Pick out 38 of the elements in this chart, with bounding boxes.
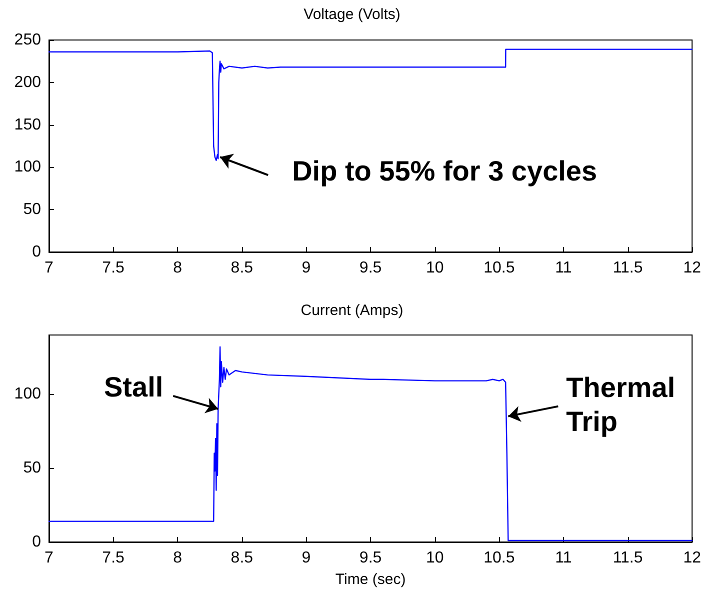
y-tick-label: 50 <box>23 460 42 477</box>
x-tick-label: 9.5 <box>359 550 382 566</box>
x-tick-label: 12 <box>683 260 702 276</box>
y-tick-label: 200 <box>14 74 42 91</box>
x-tick-label: 10 <box>426 260 444 276</box>
x-tick-label: 9.5 <box>359 260 382 276</box>
y-tick-label: 250 <box>14 32 42 48</box>
x-tick-label: 10 <box>426 550 444 566</box>
x-tick-label: 10.5 <box>484 260 515 276</box>
annotation: Stall <box>104 371 164 402</box>
y-tick-label: 100 <box>14 158 42 176</box>
line-series <box>48 48 693 162</box>
x-tick-label: 7.5 <box>102 550 125 566</box>
x-tick-label: 11 <box>555 260 572 276</box>
y-tick-label: 0 <box>32 534 42 550</box>
x-tick-label: 8 <box>173 550 182 566</box>
x-tick-label: 11 <box>555 550 572 566</box>
x-tick-label: 8 <box>173 260 182 276</box>
x-axis-title: Time (sec) <box>335 571 406 588</box>
y-tick-label: 150 <box>14 116 42 134</box>
x-tick-label: 12 <box>683 550 702 566</box>
x-tick-label: 7 <box>44 550 54 566</box>
x-tick-label: 7 <box>44 260 54 276</box>
x-tick-label: 7.5 <box>102 260 125 276</box>
y-tick-label: 0 <box>32 244 42 260</box>
x-tick-label: 9 <box>302 260 311 276</box>
chart-title: Voltage (Volts) <box>304 6 400 23</box>
annotation: Thermal Trip <box>566 372 683 437</box>
annotation: Dip to 55% for 3 cycles <box>292 156 598 187</box>
x-tick-label: 9 <box>302 550 311 566</box>
chart-title: Current (Amps) <box>300 302 404 319</box>
x-tick-label: 8.5 <box>230 550 254 566</box>
x-tick-label: 8.5 <box>230 260 254 276</box>
x-tick-label: 11.5 <box>612 260 643 276</box>
x-tick-label: 10.5 <box>484 550 515 566</box>
y-tick-label: 100 <box>14 386 42 403</box>
x-tick-label: 11.5 <box>612 550 643 566</box>
y-tick-label: 50 <box>23 201 42 218</box>
